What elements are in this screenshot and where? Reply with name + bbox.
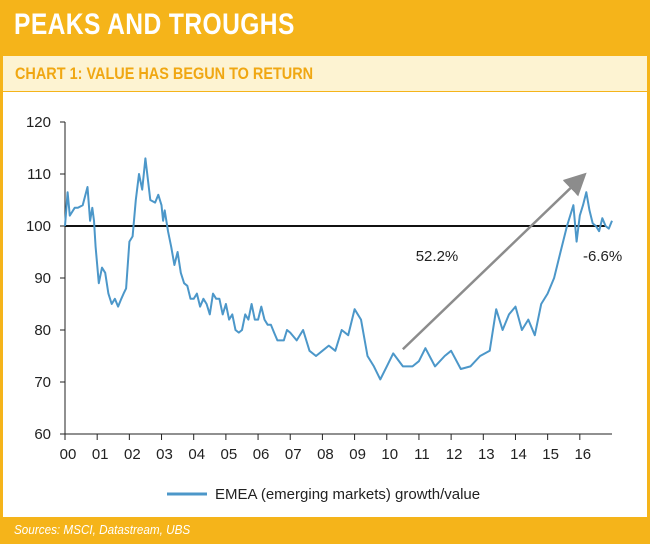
x-tick-label: 06 xyxy=(253,446,270,463)
legend: EMEA (emerging markets) growth/value xyxy=(167,486,480,503)
x-tick-label: 14 xyxy=(510,446,527,463)
source-note: Sources: MSCI, Datastream, UBS xyxy=(14,522,191,537)
annotation-rise: 52.2% xyxy=(416,248,459,265)
x-tick-label: 04 xyxy=(188,446,205,463)
page-title: PEAKS AND TROUGHS xyxy=(14,8,295,41)
y-ticks: 60 70 80 90 100 110 120 xyxy=(26,114,65,443)
y-tick-label: 120 xyxy=(26,114,51,131)
x-tick-label: 03 xyxy=(156,446,173,463)
annotations: 52.2% -6.6% xyxy=(416,248,623,265)
y-tick-label: 80 xyxy=(34,322,51,339)
chart-area: 60 70 80 90 100 110 120 00 01 02 03 04 05 06 07 08 09 10… xyxy=(26,114,623,503)
x-tick-label: 09 xyxy=(349,446,366,463)
chart-title: CHART 1: VALUE HAS BEGUN TO RETURN xyxy=(15,64,314,83)
y-tick-label: 60 xyxy=(34,426,51,443)
y-tick-label: 90 xyxy=(34,270,51,287)
annotation-drop: -6.6% xyxy=(583,248,622,265)
series-line xyxy=(64,157,613,381)
x-tick-label: 12 xyxy=(446,446,463,463)
header-banner: PEAKS AND TROUGHS xyxy=(0,0,650,56)
x-tick-label: 08 xyxy=(317,446,334,463)
y-tick-label: 70 xyxy=(34,374,51,391)
trend-arrow xyxy=(401,172,587,351)
footer-banner: Sources: MSCI, Datastream, UBS xyxy=(0,517,650,544)
x-ticks: 00 01 02 03 04 05 06 07 08 09 10 11 12 13 14 15 16 xyxy=(60,434,591,463)
legend-label: EMEA (emerging markets) growth/value xyxy=(215,486,480,503)
subheader-banner: CHART 1: VALUE HAS BEGUN TO RETURN xyxy=(3,56,647,92)
x-tick-label: 07 xyxy=(285,446,302,463)
x-tick-label: 01 xyxy=(92,446,109,463)
x-tick-label: 11 xyxy=(414,446,430,463)
x-tick-label: 13 xyxy=(478,446,495,463)
x-tick-label: 00 xyxy=(60,446,77,463)
y-tick-label: 100 xyxy=(26,218,51,235)
x-tick-label: 02 xyxy=(124,446,141,463)
x-tick-label: 15 xyxy=(542,446,559,463)
x-tick-label: 16 xyxy=(574,446,591,463)
y-tick-label: 110 xyxy=(27,166,51,183)
x-tick-label: 05 xyxy=(221,446,238,463)
x-tick-label: 10 xyxy=(381,446,398,463)
